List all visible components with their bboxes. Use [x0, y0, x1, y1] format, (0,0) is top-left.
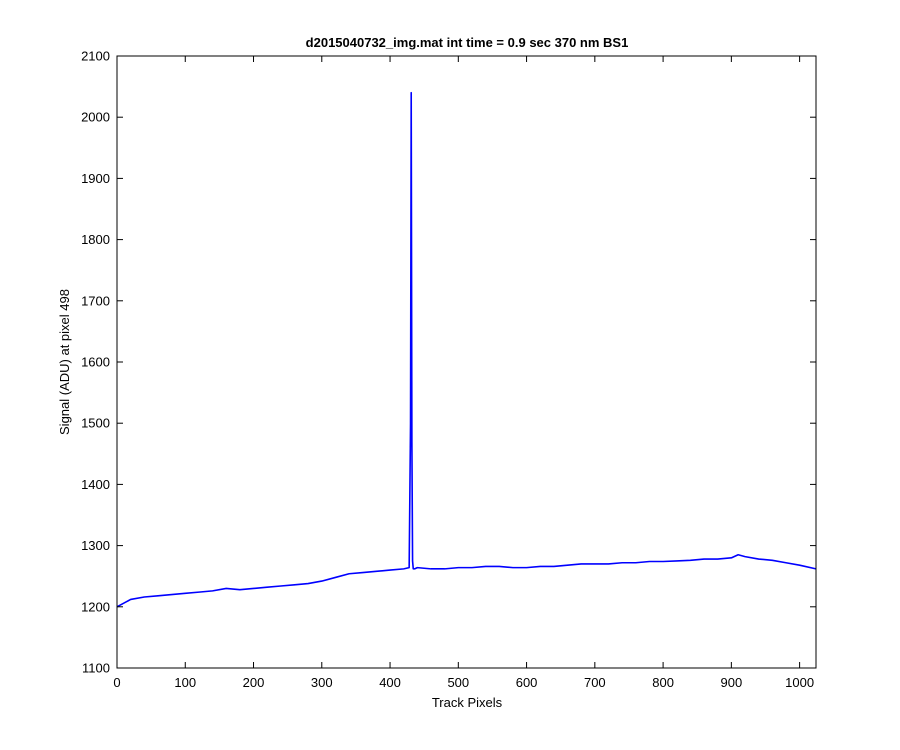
y-tick-label: 2000	[81, 110, 110, 125]
y-tick-label: 1100	[82, 661, 110, 676]
x-tick-label: 500	[447, 675, 469, 690]
x-tick-label: 0	[113, 675, 120, 690]
plot-layer	[116, 91, 817, 608]
x-tick-label: 300	[311, 675, 333, 690]
x-tick-label: 600	[516, 675, 538, 690]
x-tick-label: 700	[584, 675, 606, 690]
y-tick-label: 1300	[81, 538, 110, 553]
x-tick-label: 900	[721, 675, 743, 690]
y-tick-label: 1200	[81, 599, 110, 614]
series-line-0	[116, 91, 817, 608]
y-tick-label: 1900	[81, 171, 110, 186]
x-tick-label: 100	[174, 675, 196, 690]
y-tick-label: 1800	[81, 232, 110, 247]
y-tick-label: 1600	[81, 355, 110, 370]
x-tick-label: 800	[652, 675, 674, 690]
x-tick-label: 1000	[785, 675, 814, 690]
x-axis-title: Track Pixels	[432, 695, 503, 710]
ticks-layer: 0 100 200 300 400 500 600 700 800 900 1000 1100 1200…	[81, 49, 816, 690]
y-tick-label: 1500	[81, 416, 110, 431]
y-axis-title: Signal (ADU) at pixel 498	[57, 289, 72, 435]
x-tick-label: 400	[379, 675, 401, 690]
y-tick-label: 2100	[81, 49, 110, 64]
y-tick-label: 1700	[81, 293, 110, 308]
chart-title: d2015040732_img.mat int time = 0.9 sec 3…	[306, 35, 629, 50]
y-tick-label: 1400	[81, 477, 110, 492]
x-tick-label: 200	[243, 675, 265, 690]
